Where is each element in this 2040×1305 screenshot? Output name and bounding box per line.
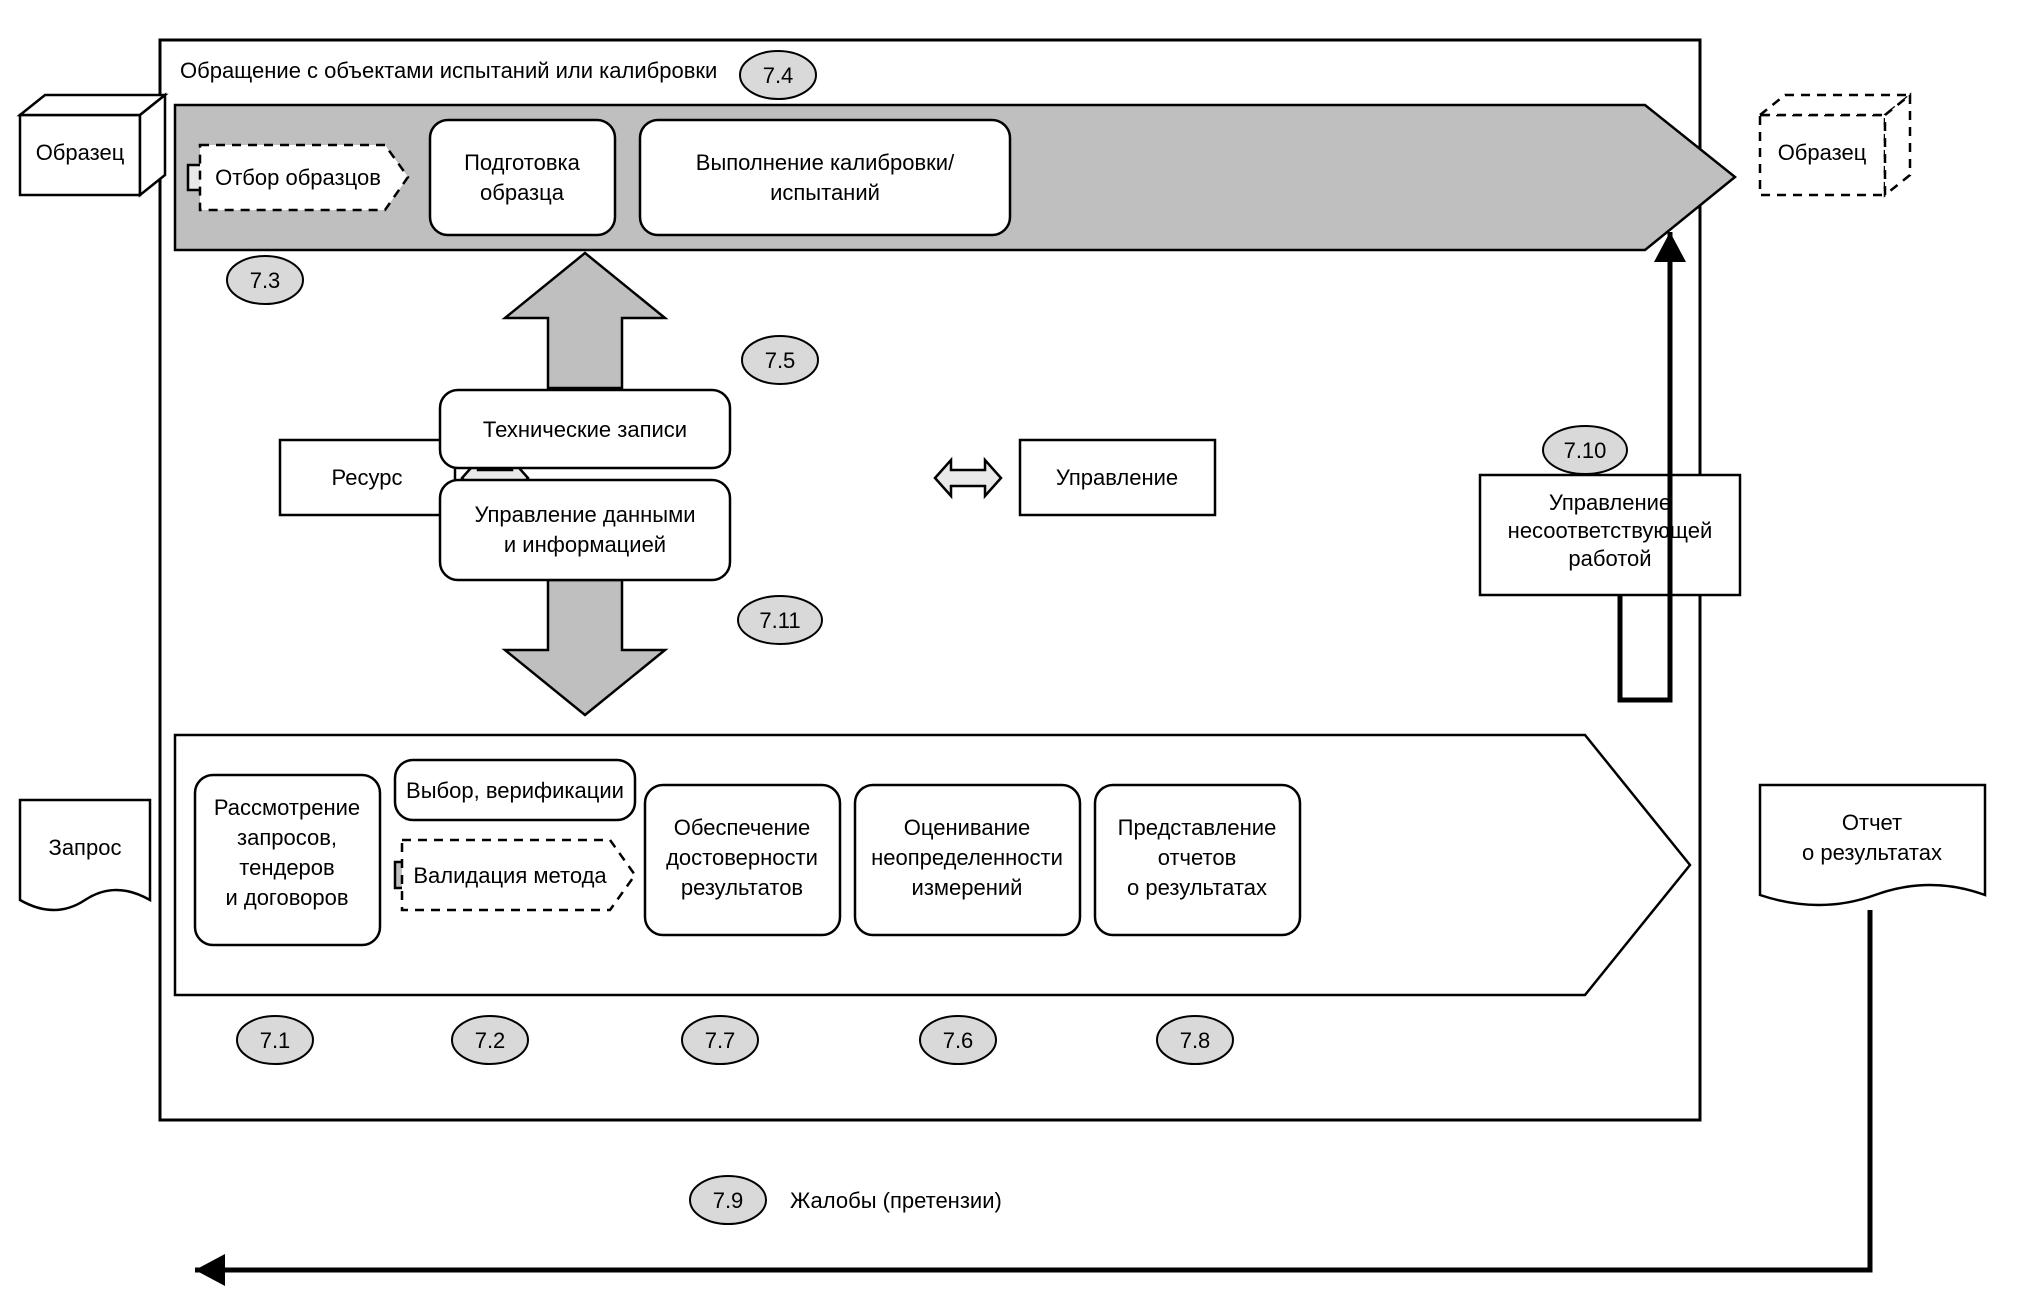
perform-label-2: испытаний <box>770 180 880 205</box>
verification-label: Выбор, верификации <box>406 778 624 803</box>
sample-out-label: Образец <box>1778 140 1867 165</box>
ref-text-7-11: 7.11 <box>759 608 800 633</box>
data-mgmt-label-2: и информацией <box>504 532 666 557</box>
ref-text-7-9: 7.9 <box>713 1188 744 1213</box>
sample-out-cube: Образец <box>1760 95 1910 195</box>
data-mgmt-label-1: Управление данными <box>474 502 695 527</box>
reliability-l3: результатов <box>681 875 803 900</box>
sampling-box: Отбор образцов <box>200 145 408 210</box>
requests-l1: Рассмотрение <box>214 795 360 820</box>
ref-text-7-7: 7.7 <box>705 1028 736 1053</box>
sampling-label: Отбор образцов <box>215 165 381 190</box>
ref-text-7-1: 7.1 <box>260 1028 291 1053</box>
request-doc: Запрос <box>20 800 150 910</box>
prep-box <box>430 120 615 235</box>
ref-text-7-8: 7.8 <box>1180 1028 1211 1053</box>
report-doc: Отчет о результатах <box>1760 785 1985 905</box>
frame-title: Обращение с объектами испытаний или кали… <box>180 58 717 83</box>
ref-text-7-5: 7.5 <box>765 348 796 373</box>
prep-label-2: образца <box>480 180 565 205</box>
requests-l4: и договоров <box>225 885 348 910</box>
resource-label: Ресурс <box>332 465 403 490</box>
ref-text-7-6: 7.6 <box>943 1028 974 1053</box>
reporting-l3: о результатах <box>1127 875 1267 900</box>
request-label: Запрос <box>49 835 122 860</box>
ref-text-7-2: 7.2 <box>475 1028 506 1053</box>
tech-records-label: Технические записи <box>483 417 687 442</box>
sample-in-cube: Образец <box>20 95 165 195</box>
reporting-l1: Представление <box>1118 815 1277 840</box>
management-label: Управление <box>1056 465 1178 490</box>
feedback-arrow-nonconforming <box>1620 232 1686 700</box>
perform-label-1: Выполнение калибровки/ <box>696 150 955 175</box>
requests-l3: тендеров <box>239 855 334 880</box>
nonconforming-label-2: несоответствующей <box>1508 518 1713 543</box>
nonconforming-label-3: работой <box>1568 546 1651 571</box>
perform-box <box>640 120 1010 235</box>
prep-label-1: Подготовка <box>464 150 581 175</box>
reporting-l2: отчетов <box>1158 845 1237 870</box>
uncertainty-l2: неопределенности <box>871 845 1063 870</box>
data-mgmt-box <box>440 480 730 580</box>
report-label-1: Отчет <box>1842 810 1902 835</box>
hollow-arrow-right <box>935 460 1001 496</box>
complaints-label: Жалобы (претензии) <box>790 1188 1002 1213</box>
report-label-2: о результатах <box>1802 840 1942 865</box>
ref-text-7-10: 7.10 <box>1564 438 1607 463</box>
requests-l2: запросов, <box>237 825 337 850</box>
uncertainty-l1: Оценивание <box>904 815 1031 840</box>
reliability-l1: Обеспечение <box>674 815 811 840</box>
nonconforming-label-1: Управление <box>1549 490 1671 515</box>
reliability-l2: достоверности <box>666 845 818 870</box>
validation-label: Валидация метода <box>413 863 607 888</box>
ref-text-7-3: 7.3 <box>250 268 281 293</box>
ref-text-7-4: 7.4 <box>763 63 794 88</box>
sample-in-label: Образец <box>36 140 125 165</box>
validation-box: Валидация метода <box>402 840 635 910</box>
uncertainty-l3: измерений <box>912 875 1023 900</box>
